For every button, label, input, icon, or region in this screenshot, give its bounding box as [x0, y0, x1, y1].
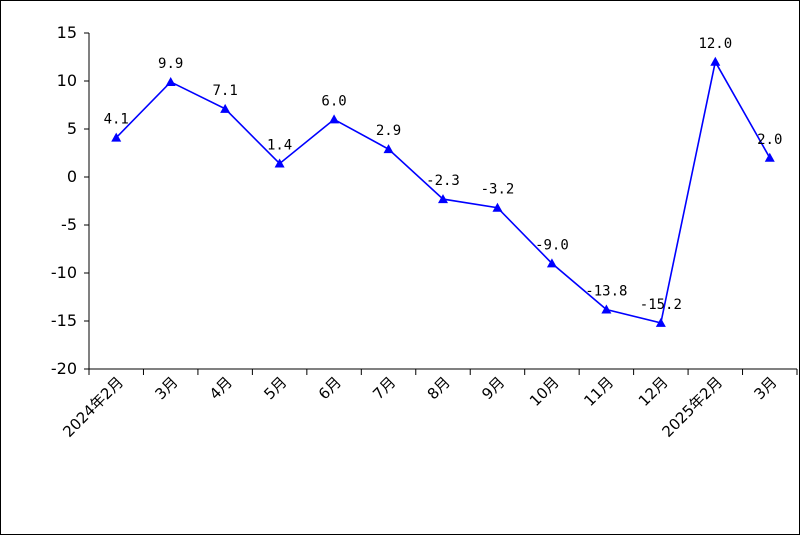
- data-point-marker: [546, 258, 557, 268]
- data-label: 1.4: [267, 138, 292, 154]
- data-point-marker: [601, 304, 612, 314]
- series-line: [115, 59, 771, 324]
- data-point-marker: [710, 56, 721, 66]
- data-label: 9.9: [158, 56, 183, 72]
- x-tick-label: 12月: [635, 373, 672, 410]
- data-point-marker: [764, 152, 775, 162]
- data-label: -2.3: [426, 173, 460, 189]
- y-tick-label: 10: [57, 71, 77, 90]
- data-label: 2.9: [376, 123, 401, 139]
- data-point-marker: [165, 76, 176, 86]
- x-tick-label: 8月: [424, 373, 454, 403]
- data-point-marker: [655, 317, 666, 327]
- data-point-marker: [329, 114, 340, 124]
- x-tick-label: 3月: [151, 373, 181, 403]
- data-label: -9.0: [535, 237, 569, 253]
- data-label: -15.2: [640, 297, 682, 313]
- y-tick-label: 15: [57, 23, 77, 42]
- y-tick-label: -10: [51, 263, 77, 282]
- data-label: -3.2: [481, 182, 515, 198]
- data-label: 7.1: [213, 83, 238, 99]
- series-layer: [111, 56, 775, 327]
- data-point-marker: [438, 194, 448, 204]
- data-label: 2.0: [757, 132, 782, 148]
- data-label: 12.0: [698, 36, 732, 52]
- data-label: -13.8: [585, 283, 627, 299]
- data-point-marker: [220, 103, 231, 113]
- y-tick-label: -15: [51, 311, 77, 330]
- data-point-marker: [383, 144, 394, 154]
- data-labels: 4.1 9.9 7.1 1.4 6.0 2.9 -2.3 -3.2 -9.0 -13.8 -15.2…: [104, 36, 783, 313]
- x-tick-label: 2024年2月: [59, 373, 127, 441]
- data-point-marker: [111, 132, 122, 142]
- x-tick-label: 11月: [580, 373, 617, 410]
- x-tick-label: 6月: [315, 373, 345, 403]
- x-tick-label: 7月: [369, 373, 399, 403]
- x-tick-label: 9月: [478, 373, 508, 403]
- y-tick-label: -5: [61, 215, 77, 234]
- y-axis-ticks: 15 10 5 0 -5 -10 -15 -20: [51, 23, 89, 378]
- y-tick-label: 5: [67, 119, 77, 138]
- x-tick-label: 3月: [751, 373, 781, 403]
- y-tick-label: -20: [51, 359, 77, 378]
- x-tick-label: 10月: [526, 373, 563, 410]
- data-label: 4.1: [104, 112, 129, 128]
- y-tick-label: 0: [67, 167, 77, 186]
- x-tick-label: 4月: [206, 373, 236, 403]
- data-point-marker: [274, 158, 285, 168]
- axes: [88, 33, 797, 370]
- x-tick-label: 5月: [260, 373, 290, 403]
- data-point-marker: [492, 202, 503, 212]
- data-label: 6.0: [321, 93, 346, 109]
